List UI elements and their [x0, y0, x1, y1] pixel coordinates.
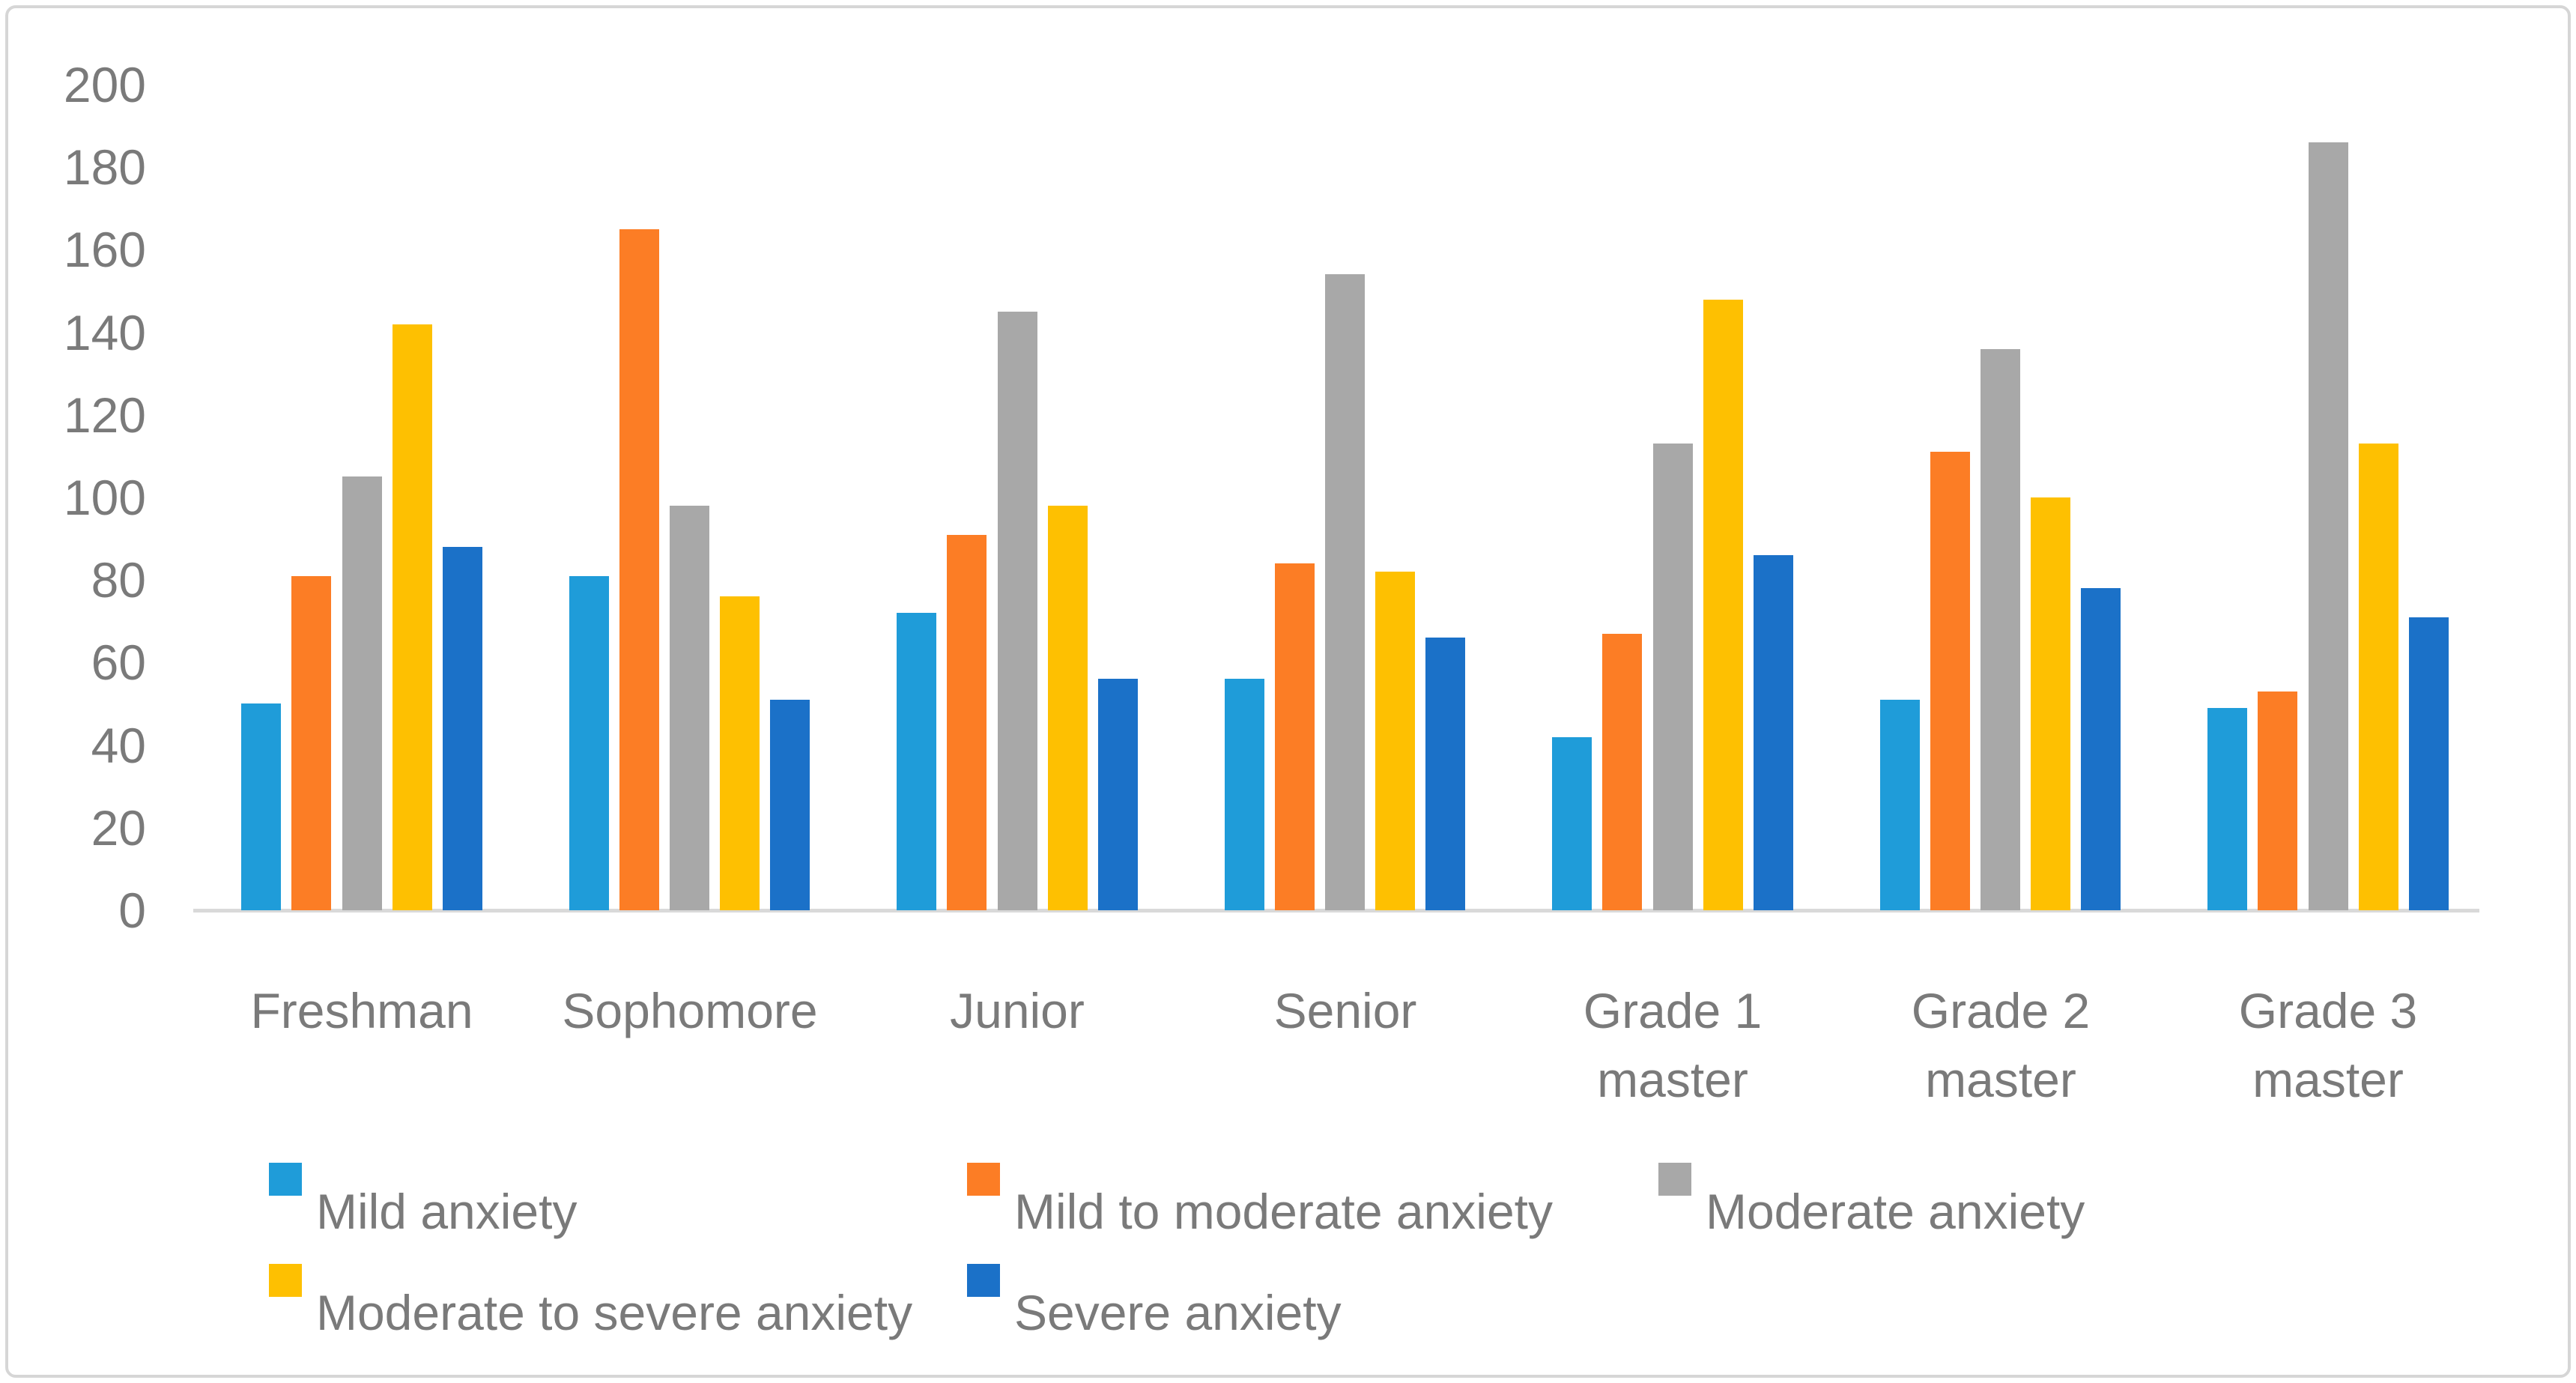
bar-severe-anxiety-grade-1-master — [1754, 555, 1793, 910]
y-tick-label-40: 40 — [91, 718, 146, 773]
bar-mild-to-moderate-anxiety-sophomore — [619, 229, 659, 910]
bar-moderate-to-severe-anxiety-junior — [1048, 506, 1088, 910]
bar-mild-anxiety-grade-1-master — [1552, 737, 1592, 910]
bar-moderate-to-severe-anxiety-grade-1-master — [1703, 300, 1743, 910]
legend-swatch-moderate-anxiety — [1658, 1163, 1691, 1196]
bar-moderate-anxiety-sophomore — [670, 506, 709, 910]
x-axis-line — [193, 909, 2479, 913]
category-label-junior: Junior — [950, 983, 1085, 1038]
bar-mild-anxiety-sophomore — [569, 576, 609, 910]
bar-mild-anxiety-freshman — [241, 703, 281, 910]
y-tick-label-180: 180 — [63, 139, 146, 195]
bar-moderate-to-severe-anxiety-freshman — [393, 324, 432, 910]
bar-moderate-anxiety-grade-2-master — [1981, 349, 2020, 910]
bar-mild-to-moderate-anxiety-grade-2-master — [1930, 452, 1970, 910]
y-tick-label-100: 100 — [63, 470, 146, 525]
bar-moderate-anxiety-freshman — [342, 476, 382, 910]
bar-severe-anxiety-grade-2-master — [2081, 588, 2121, 910]
legend-label-severe-anxiety: Severe anxiety — [1014, 1285, 1342, 1340]
bar-moderate-anxiety-senior — [1325, 274, 1365, 910]
legend-label-mild-to-moderate-anxiety: Mild to moderate anxiety — [1014, 1184, 1554, 1239]
bar-mild-to-moderate-anxiety-freshman — [291, 576, 331, 910]
bar-moderate-anxiety-junior — [998, 312, 1037, 910]
y-tick-label-160: 160 — [63, 222, 146, 277]
bar-severe-anxiety-senior — [1425, 638, 1465, 910]
category-label-freshman: Freshman — [250, 983, 473, 1038]
bar-mild-anxiety-grade-2-master — [1880, 700, 1920, 910]
bar-moderate-to-severe-anxiety-grade-3-master — [2359, 444, 2398, 910]
bar-mild-anxiety-junior — [897, 613, 936, 910]
legend-swatch-moderate-to-severe-anxiety — [269, 1264, 302, 1297]
bar-mild-anxiety-senior — [1225, 679, 1264, 910]
y-tick-label-140: 140 — [63, 305, 146, 360]
legend-label-mild-anxiety: Mild anxiety — [316, 1184, 578, 1239]
legend-swatch-severe-anxiety — [967, 1264, 1000, 1297]
bar-moderate-anxiety-grade-3-master — [2309, 142, 2348, 910]
bar-severe-anxiety-freshman — [443, 547, 482, 910]
category-label-grade-1-master: Grade 1 master — [1583, 983, 1763, 1107]
bar-severe-anxiety-sophomore — [770, 700, 810, 910]
legend-swatch-mild-to-moderate-anxiety — [967, 1163, 1000, 1196]
legend-label-moderate-anxiety: Moderate anxiety — [1706, 1184, 2085, 1239]
y-tick-label-80: 80 — [91, 552, 146, 608]
bar-moderate-to-severe-anxiety-senior — [1375, 572, 1415, 910]
y-tick-label-20: 20 — [91, 800, 146, 856]
y-tick-label-200: 200 — [63, 57, 146, 112]
bar-mild-to-moderate-anxiety-grade-1-master — [1602, 634, 1642, 910]
legend-swatch-mild-anxiety — [269, 1163, 302, 1196]
legend-label-moderate-to-severe-anxiety: Moderate to severe anxiety — [316, 1285, 913, 1340]
bar-severe-anxiety-grade-3-master — [2409, 617, 2449, 910]
bar-mild-anxiety-grade-3-master — [2207, 708, 2247, 910]
category-label-grade-2-master: Grade 2 master — [1911, 983, 2091, 1107]
y-tick-label-60: 60 — [91, 635, 146, 690]
bar-mild-to-moderate-anxiety-senior — [1275, 563, 1315, 910]
category-label-senior: Senior — [1273, 983, 1417, 1038]
bar-moderate-to-severe-anxiety-sophomore — [720, 596, 760, 910]
bar-mild-to-moderate-anxiety-junior — [947, 535, 987, 910]
chart-border — [5, 5, 2571, 1378]
bar-mild-to-moderate-anxiety-grade-3-master — [2258, 692, 2297, 910]
bar-severe-anxiety-junior — [1098, 679, 1138, 910]
category-label-sophomore: Sophomore — [562, 983, 818, 1038]
bar-moderate-anxiety-grade-1-master — [1653, 444, 1693, 910]
category-label-grade-3-master: Grade 3 master — [2238, 983, 2418, 1107]
y-tick-label-120: 120 — [63, 387, 146, 443]
y-tick-label-0: 0 — [118, 883, 146, 938]
bar-moderate-to-severe-anxiety-grade-2-master — [2031, 497, 2070, 910]
